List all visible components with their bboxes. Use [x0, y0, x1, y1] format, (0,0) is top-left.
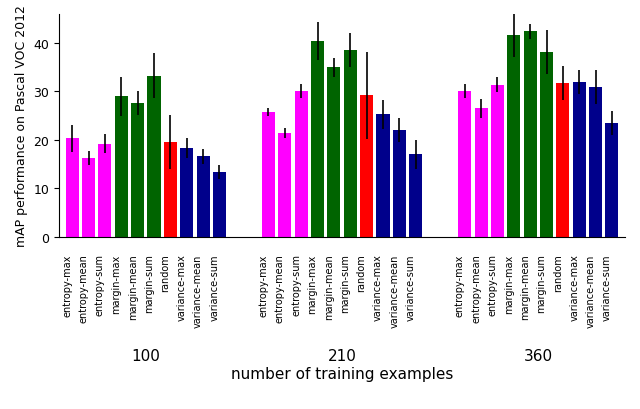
- Bar: [66, 139, 79, 237]
- Bar: [589, 88, 602, 237]
- Y-axis label: mAP performance on Pascal VOC 2012: mAP performance on Pascal VOC 2012: [15, 5, 28, 247]
- Bar: [294, 92, 308, 237]
- Bar: [458, 92, 471, 237]
- Bar: [115, 97, 128, 237]
- Bar: [147, 76, 161, 237]
- Bar: [556, 84, 570, 237]
- Bar: [393, 130, 406, 237]
- Bar: [180, 149, 193, 237]
- Bar: [99, 144, 111, 237]
- Bar: [278, 134, 291, 237]
- Bar: [376, 115, 390, 237]
- Bar: [605, 124, 618, 237]
- Bar: [213, 173, 226, 237]
- Bar: [573, 83, 586, 237]
- Bar: [344, 51, 356, 237]
- Bar: [164, 142, 177, 237]
- Bar: [360, 96, 373, 237]
- Bar: [540, 53, 553, 237]
- Bar: [327, 68, 340, 237]
- Bar: [524, 32, 537, 237]
- Bar: [491, 85, 504, 237]
- Bar: [311, 42, 324, 237]
- Bar: [409, 155, 422, 237]
- X-axis label: number of training examples: number of training examples: [231, 366, 453, 381]
- Bar: [474, 109, 488, 237]
- Bar: [262, 113, 275, 237]
- Bar: [196, 157, 210, 237]
- Bar: [508, 36, 520, 237]
- Bar: [131, 104, 144, 237]
- Bar: [82, 158, 95, 237]
